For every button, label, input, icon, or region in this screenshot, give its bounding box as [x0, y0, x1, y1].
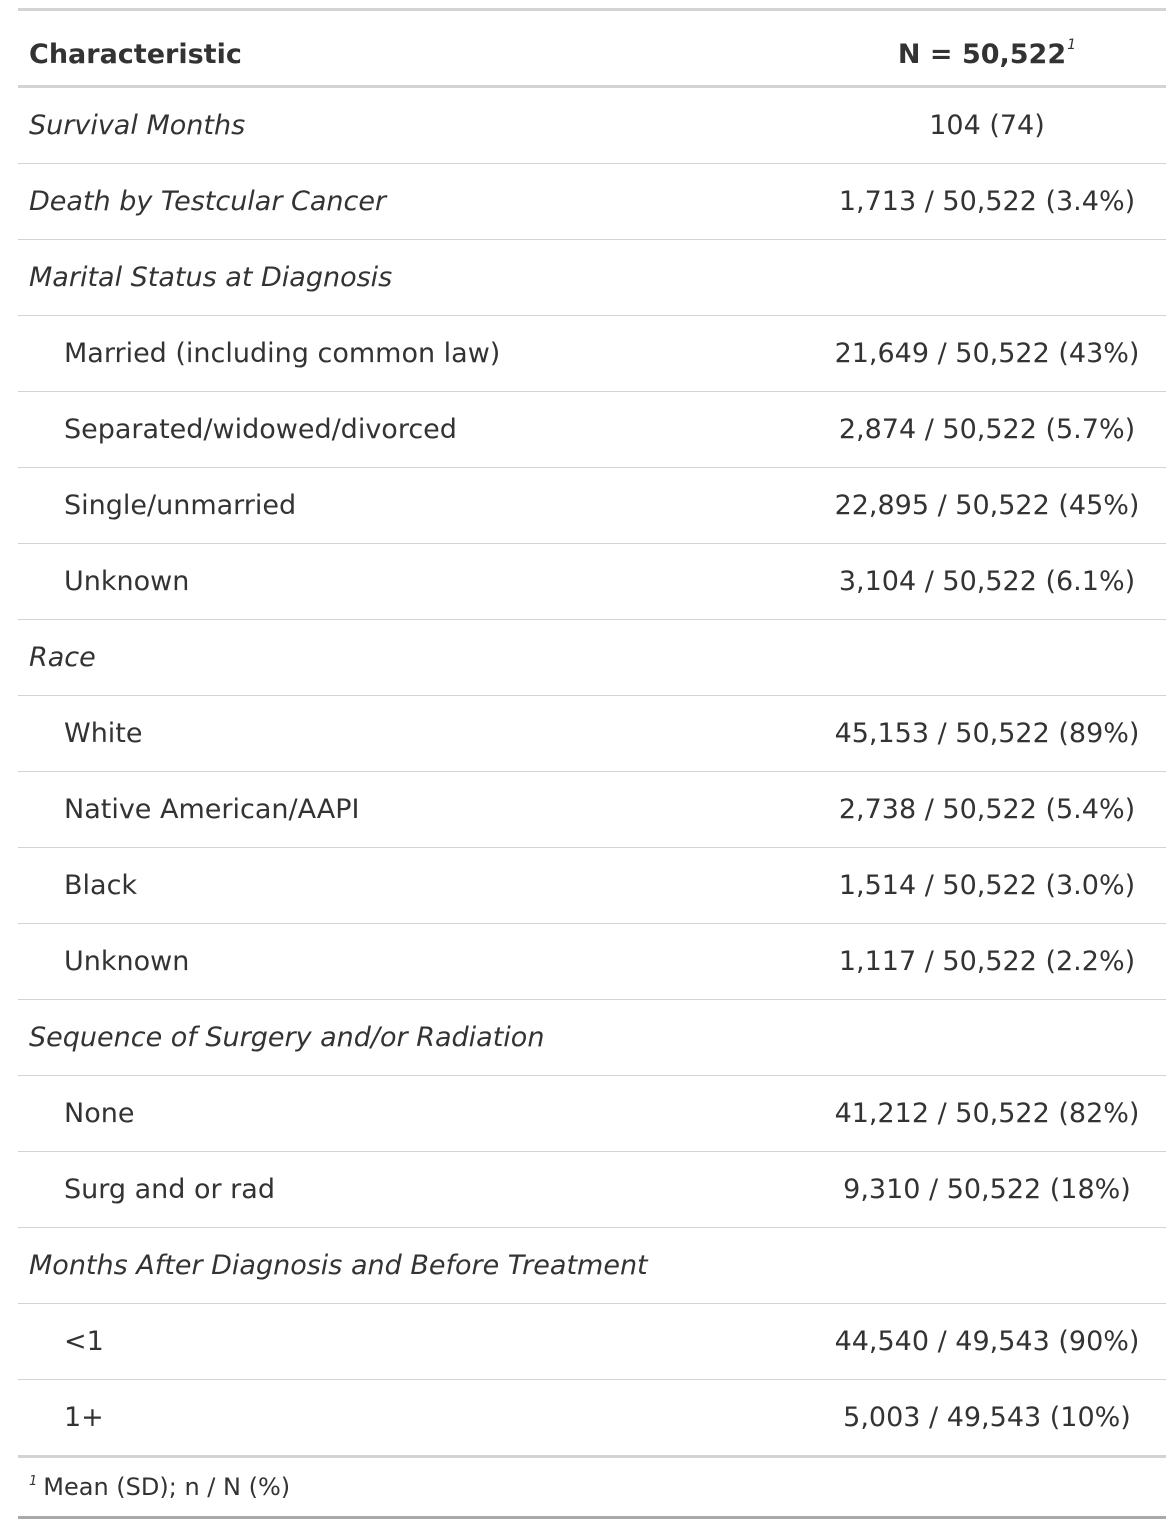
- table-header: Characteristic N = 50,5221: [18, 11, 1166, 88]
- level-row: Unknown 3,104 / 50,522 (6.1%): [18, 544, 1166, 620]
- row-label: Marital Status at Diagnosis: [29, 262, 393, 293]
- header-n: N = 50,5221: [808, 27, 1166, 70]
- row-value: 9,310 / 50,522 (18%): [843, 1174, 1131, 1205]
- row-label: 1+: [64, 1402, 104, 1433]
- level-row: Black 1,514 / 50,522 (3.0%): [18, 848, 1166, 924]
- row-value: 22,895 / 50,522 (45%): [834, 490, 1140, 521]
- row-label: Separated/widowed/divorced: [64, 414, 457, 445]
- level-row: Single/unmarried 22,895 / 50,522 (45%): [18, 468, 1166, 544]
- table-body: Survival Months 104 (74) Death by Testcula…: [18, 88, 1166, 1458]
- header-footnote-mark: 1: [1067, 36, 1077, 53]
- row-value: 44,540 / 49,543 (90%): [834, 1326, 1140, 1357]
- row-label: White: [64, 718, 143, 749]
- variable-row: Marital Status at Diagnosis: [18, 240, 1166, 316]
- row-value: 2,738 / 50,522 (5.4%): [838, 794, 1136, 825]
- row-label: None: [64, 1098, 135, 1129]
- variable-row: Race: [18, 620, 1166, 696]
- row-value: 2,874 / 50,522 (5.7%): [838, 414, 1136, 445]
- row-label: Race: [29, 642, 96, 673]
- row-value: 41,212 / 50,522 (82%): [834, 1098, 1140, 1129]
- row-label: Sequence of Surgery and/or Radiation: [29, 1022, 545, 1053]
- row-label: <1: [64, 1326, 104, 1357]
- level-row: Unknown 1,117 / 50,522 (2.2%): [18, 924, 1166, 1000]
- row-label: Married (including common law): [64, 338, 501, 369]
- level-row: Married (including common law) 21,649 / 5…: [18, 316, 1166, 392]
- level-row: Native American/AAPI 2,738 / 50,522 (5.4%…: [18, 772, 1166, 848]
- row-value: 1,713 / 50,522 (3.4%): [838, 186, 1136, 217]
- variable-row: Death by Testcular Cancer 1,713 / 50,522 …: [18, 164, 1166, 240]
- level-row: 1+ 5,003 / 49,543 (10%): [18, 1380, 1166, 1458]
- header-n-label: N = 50,522: [897, 38, 1067, 70]
- footnote-mark: 1: [29, 1473, 38, 1489]
- footnote-text: Mean (SD); n / N (%): [43, 1473, 291, 1501]
- row-value: 1,514 / 50,522 (3.0%): [838, 870, 1136, 901]
- row-value: 104 (74): [929, 110, 1045, 141]
- row-value: 1,117 / 50,522 (2.2%): [838, 946, 1136, 977]
- header-characteristic: Characteristic: [29, 38, 242, 70]
- row-label: Surg and or rad: [64, 1174, 275, 1205]
- level-row: <1 44,540 / 49,543 (90%): [18, 1304, 1166, 1380]
- row-label: Native American/AAPI: [64, 794, 360, 825]
- row-label: Single/unmarried: [64, 490, 297, 521]
- level-row: White 45,153 / 50,522 (89%): [18, 696, 1166, 772]
- row-value: 5,003 / 49,543 (10%): [843, 1402, 1131, 1433]
- row-value: 3,104 / 50,522 (6.1%): [838, 566, 1136, 597]
- row-value: 45,153 / 50,522 (89%): [834, 718, 1140, 749]
- variable-row: Months After Diagnosis and Before Treatm…: [18, 1228, 1166, 1304]
- row-label: Black: [64, 870, 138, 901]
- row-label: Unknown: [64, 946, 190, 977]
- variable-row: Survival Months 104 (74): [18, 88, 1166, 164]
- table-top-rule: [18, 8, 1166, 11]
- row-value: 21,649 / 50,522 (43%): [834, 338, 1140, 369]
- row-label: Unknown: [64, 566, 190, 597]
- row-label: Survival Months: [29, 110, 246, 141]
- row-label: Death by Testcular Cancer: [29, 186, 387, 217]
- level-row: Separated/widowed/divorced 2,874 / 50,522…: [18, 392, 1166, 468]
- row-label: Months After Diagnosis and Before Treatm…: [29, 1250, 648, 1281]
- table-footnote: 1 Mean (SD); n / N (%): [18, 1458, 1166, 1519]
- level-row: None 41,212 / 50,522 (82%): [18, 1076, 1166, 1152]
- summary-table: Characteristic N = 50,5221 Survival Mont…: [18, 8, 1166, 1519]
- level-row: Surg and or rad 9,310 / 50,522 (18%): [18, 1152, 1166, 1228]
- variable-row: Sequence of Surgery and/or Radiation: [18, 1000, 1166, 1076]
